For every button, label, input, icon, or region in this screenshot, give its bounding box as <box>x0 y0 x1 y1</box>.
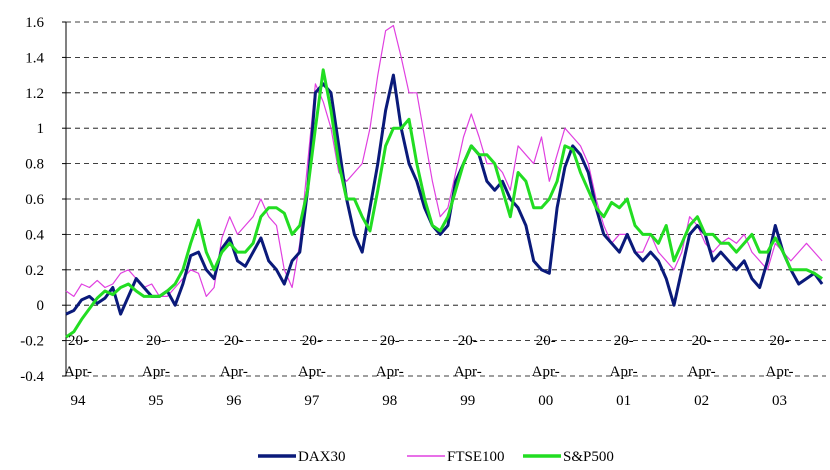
x-tick-label: Apr- <box>610 364 638 380</box>
y-tick-label: 1.4 <box>25 50 44 66</box>
x-tick-label: 96 <box>226 393 242 409</box>
x-tick-label: 20- <box>146 333 166 349</box>
y-tick-label: 1 <box>37 121 45 137</box>
x-tick-label: Apr- <box>376 364 404 380</box>
x-tick-label: 20- <box>692 333 712 349</box>
gridlines <box>66 21 826 377</box>
x-tick-label: 20- <box>614 333 634 349</box>
y-tick-label: 0.4 <box>25 227 44 243</box>
y-tick-label: 1.2 <box>25 86 44 102</box>
legend-label: DAX30 <box>298 449 346 465</box>
x-tick-label: 20- <box>536 333 556 349</box>
x-axis-ticks: 20- Apr- 94 20- Apr- 95 20- Apr- 96 20- Apr- 97 20- A… <box>64 333 794 409</box>
x-tick-label: 03 <box>772 393 787 409</box>
x-tick-label: 20- <box>68 333 88 349</box>
x-tick-label: 20- <box>302 333 322 349</box>
legend: DAX30 FTSE100 S&P500 <box>258 449 614 465</box>
x-tick-label: 97 <box>304 393 320 409</box>
y-tick-label: 0.6 <box>25 192 44 208</box>
x-tick-label: 95 <box>148 393 163 409</box>
series-line-ftse100 <box>65 24 823 297</box>
x-tick-label: Apr- <box>220 364 248 380</box>
x-tick-label: Apr- <box>766 364 794 380</box>
x-tick-label: Apr- <box>142 364 170 380</box>
legend-label: FTSE100 <box>447 449 505 465</box>
series-line-dax30 <box>65 73 824 316</box>
x-tick-label: 99 <box>460 393 475 409</box>
legend-label: S&P500 <box>563 449 614 465</box>
x-tick-label: 20- <box>458 333 478 349</box>
x-tick-label: 02 <box>694 393 709 409</box>
y-axis-ticks: -0.4 -0.2 0 0.2 0.4 0.6 0.8 1 1.2 1.4 1.6 <box>20 15 66 385</box>
x-tick-label: 98 <box>382 393 397 409</box>
y-tick-label: -0.4 <box>20 369 44 385</box>
x-tick-label: Apr- <box>298 364 326 380</box>
series-line-sp500 <box>65 68 823 339</box>
x-tick-label: Apr- <box>454 364 482 380</box>
x-tick-label: Apr- <box>64 364 92 380</box>
x-tick-label: 00 <box>538 393 553 409</box>
x-tick-label: 94 <box>71 393 87 409</box>
x-tick-label: 20- <box>224 333 244 349</box>
x-tick-label: Apr- <box>688 364 716 380</box>
y-tick-label: 0.8 <box>25 157 44 173</box>
x-tick-label: Apr- <box>532 364 560 380</box>
y-tick-label: 0 <box>37 298 45 314</box>
y-tick-label: 1.6 <box>25 15 44 31</box>
y-tick-label: -0.2 <box>20 334 44 350</box>
y-tick-label: 0.2 <box>25 263 44 279</box>
x-tick-label: 20- <box>380 333 400 349</box>
x-tick-label: 20- <box>770 333 790 349</box>
series-lines <box>65 24 824 339</box>
x-tick-label: 01 <box>616 393 631 409</box>
